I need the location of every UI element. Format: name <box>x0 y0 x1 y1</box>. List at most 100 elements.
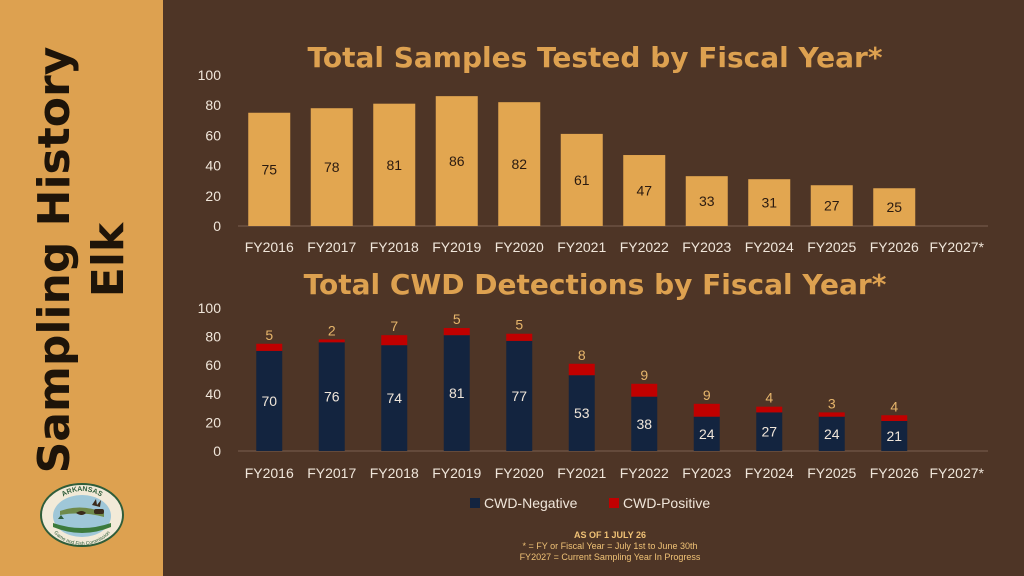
samples-chart: 0 20 40 60 80 100 FY2016 75 FY2017 78 FY2018 81 FY20… <box>198 67 988 255</box>
chart1-xtick: FY2022 <box>620 239 669 255</box>
chart1-ytick: 60 <box>205 127 221 143</box>
chart2-title: Total CWD Detections by Fiscal Year* <box>304 268 887 301</box>
footnote-current: FY2027 = Current Sampling Year In Progre… <box>519 552 701 562</box>
chart1-bar-label: 82 <box>511 156 527 172</box>
sidebar-title: Sampling History Elk <box>28 47 136 474</box>
chart1-xtick: FY2026 <box>870 239 919 255</box>
chart2-positive-label: 4 <box>765 390 773 406</box>
chart2-bar-negative <box>693 416 720 451</box>
chart2-bar-negative <box>318 342 345 451</box>
chart2-positive-label: 9 <box>640 367 648 383</box>
chart2-xtick: FY2023 <box>682 465 731 481</box>
chart2-negative-label: 81 <box>449 385 465 401</box>
chart2-positive-label: 8 <box>578 347 586 363</box>
chart1-bar-label: 47 <box>636 183 652 199</box>
chart1-bar-label: 81 <box>386 157 402 173</box>
chart1-ytick: 40 <box>205 158 221 174</box>
chart1-bar-label: 33 <box>699 193 715 209</box>
chart1-bar-label: 25 <box>886 199 902 215</box>
chart1-bar <box>810 185 853 226</box>
cwd-chart: 0 20 40 60 80 100 FY2016 70 5 FY2017 76 2 FY2018 74 7 F… <box>198 300 988 481</box>
chart2-xtick: FY2021 <box>557 465 606 481</box>
chart1-bar <box>560 133 603 226</box>
agfc-logo: ARKANSAS Game and Fish Commission <box>40 483 124 547</box>
chart1-bar <box>498 102 541 226</box>
chart2-negative-label: 70 <box>261 393 277 409</box>
chart2-negative-label: 77 <box>511 388 527 404</box>
chart2-bar-positive <box>318 339 345 343</box>
chart1-xtick: FY2018 <box>370 239 419 255</box>
charts-area: Total Samples Tested by Fiscal Year* 020… <box>198 41 988 511</box>
chart1-ytick: 0 <box>213 218 221 234</box>
chart1-xtick: FY2016 <box>245 239 294 255</box>
chart1-xtick: FY2024 <box>745 239 794 255</box>
chart2-xtick: FY2018 <box>370 465 419 481</box>
chart1-bar <box>623 155 666 226</box>
chart1-bar <box>310 108 353 226</box>
chart2-negative-label: 76 <box>324 389 340 405</box>
chart2-bar-positive <box>631 383 658 397</box>
chart1-ytick: 20 <box>205 188 221 204</box>
chart2-xtick: FY2022 <box>620 465 669 481</box>
chart2-bar-negative <box>256 350 283 451</box>
chart2-ytick: 20 <box>205 414 221 430</box>
chart1-xtick: FY2019 <box>432 239 481 255</box>
chart1-ytick: 100 <box>198 67 222 83</box>
chart2-xtick: FY2024 <box>745 465 794 481</box>
chart2-bar-negative <box>631 396 658 451</box>
chart2-positive-label: 4 <box>890 398 898 414</box>
chart1-bar <box>873 188 916 226</box>
chart2-bar-negative <box>756 412 783 451</box>
chart1-bar <box>248 112 291 226</box>
chart2-xtick: FY2025 <box>807 465 856 481</box>
chart2-positive-label: 2 <box>328 322 336 338</box>
legend-label: CWD-Positive <box>623 495 710 511</box>
chart1-bar <box>435 96 478 226</box>
chart2-negative-label: 24 <box>824 426 840 442</box>
chart2-xtick: FY2020 <box>495 465 544 481</box>
chart2-positive-label: 5 <box>515 317 523 333</box>
chart2-xtick: FY2026 <box>870 465 919 481</box>
chart1-bar-label: 31 <box>761 195 777 211</box>
legend-swatch <box>470 498 480 508</box>
chart2-ytick: 40 <box>205 386 221 402</box>
chart2-bar-negative <box>818 416 845 451</box>
chart2-legend: CWD-Negative CWD-Positive <box>470 495 710 511</box>
chart2-bar-negative <box>443 335 470 451</box>
chart2-bar-positive <box>881 415 908 421</box>
chart1-ytick: 80 <box>205 97 221 113</box>
chart2-bar-negative <box>881 420 908 451</box>
chart1-bar-label: 78 <box>324 159 340 175</box>
legend-label: CWD-Negative <box>484 495 578 511</box>
chart2-bar-negative <box>381 345 408 451</box>
chart2-xtick: FY2017 <box>307 465 356 481</box>
chart2-bar-negative <box>506 340 533 451</box>
chart1-bar <box>373 103 416 226</box>
chart2-negative-label: 53 <box>574 405 590 421</box>
chart2-positive-label: 5 <box>265 327 273 343</box>
chart1-bar-label: 61 <box>574 172 590 188</box>
sidebar-title-line2: Elk <box>83 222 134 298</box>
chart1-bar-label: 27 <box>824 198 840 214</box>
chart2-positive-label: 7 <box>390 318 398 334</box>
chart2-negative-label: 27 <box>761 424 777 440</box>
sidebar: Sampling History Elk ARKANSAS Game and F… <box>0 0 163 576</box>
chart2-negative-label: 24 <box>699 426 715 442</box>
chart1-title: Total Samples Tested by Fiscal Year* <box>307 41 882 74</box>
chart2-xtick: FY2016 <box>245 465 294 481</box>
chart2-xtick: FY2027* <box>930 465 985 481</box>
chart2-positive-label: 3 <box>828 395 836 411</box>
chart2-ytick: 80 <box>205 329 221 345</box>
chart1-xtick: FY2017 <box>307 239 356 255</box>
chart1-xtick: FY2025 <box>807 239 856 255</box>
chart2-bar-positive <box>756 406 783 413</box>
chart2-xtick: FY2019 <box>432 465 481 481</box>
chart1-bar-label: 75 <box>261 161 277 177</box>
chart2-negative-label: 74 <box>386 390 402 406</box>
chart2-bar-negative <box>568 375 595 451</box>
chart1-bar-label: 86 <box>449 153 465 169</box>
sidebar-title-line1: Sampling History <box>29 46 80 474</box>
footnote-as-of: AS OF 1 JULY 26 <box>573 530 647 540</box>
chart1-xtick: FY2023 <box>682 239 731 255</box>
chart2-negative-label: 21 <box>886 428 902 444</box>
